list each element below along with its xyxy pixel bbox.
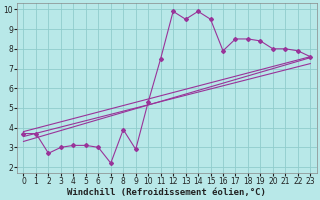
X-axis label: Windchill (Refroidissement éolien,°C): Windchill (Refroidissement éolien,°C)	[68, 188, 266, 197]
